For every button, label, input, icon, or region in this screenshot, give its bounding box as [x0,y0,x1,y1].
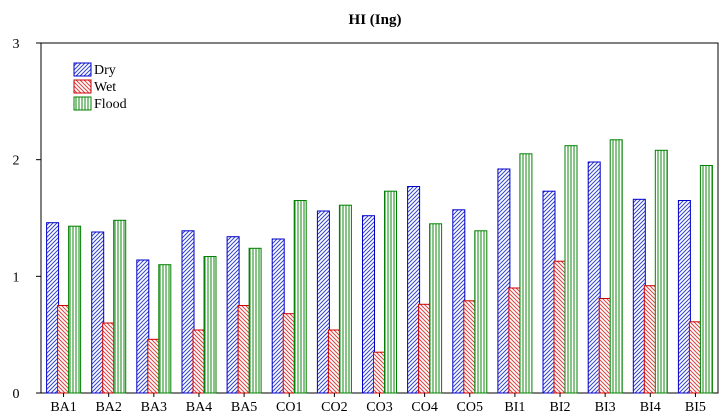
bar-dry-ba4 [181,230,195,394]
bar-flood-co2 [338,204,352,394]
bar-wet-ba4 [192,329,206,394]
bar-dry-co3 [362,215,375,394]
bar-wet-ba1 [57,305,71,394]
x-tick-label: BI4 [640,400,661,412]
bar-flood-ba2 [113,219,127,394]
y-tick-label: 2 [13,154,20,169]
bar-flood-co4 [429,223,443,394]
bar-dry-bi5 [677,200,691,394]
bar-dry-bi4 [632,198,646,394]
bar-flood-ba3 [158,264,172,394]
bar-dry-ba2 [91,231,105,394]
y-tick-label: 0 [13,387,20,402]
chart-title: HI (Ing) [349,12,402,28]
x-tick-label: BI3 [595,400,616,412]
x-tick-label: CO5 [457,400,483,412]
legend-label-flood: Flood [94,97,127,112]
legend: Dry Wet Flood [73,62,127,112]
bar-dry-bi2 [542,190,556,394]
x-tick-label: BA2 [95,400,121,412]
bar-wet-co5 [463,300,477,394]
bar-dry-ba5 [226,236,240,394]
bar-flood-co5 [474,230,488,394]
bar-flood-ba5 [248,247,262,394]
legend-swatch-flood [73,96,92,111]
bar-wet-ba5 [237,305,251,394]
bar-wet-bi1 [508,287,522,394]
bar-wet-ba2 [102,322,116,394]
bar-wet-co2 [327,329,341,394]
bar-flood-bi3 [609,139,623,394]
x-tick-label: BI5 [685,400,706,412]
bar-wet-bi4 [643,285,657,394]
bar-flood-bi2 [564,145,578,394]
bar-dry-co5 [452,209,466,394]
x-tick-label: BI2 [550,400,571,412]
x-tick-label: BI1 [504,400,525,412]
bar-flood-ba4 [203,256,217,394]
legend-label-dry: Dry [94,63,116,78]
bar-flood-co3 [384,190,397,394]
y-tick-label: 1 [13,270,20,285]
bar-dry-co1 [271,238,285,394]
x-tick-label: CO3 [366,400,392,412]
bar-wet-bi5 [688,321,702,394]
bar-flood-bi5 [699,165,713,394]
bar-dry-ba3 [136,259,150,394]
bar-wet-co3 [373,351,386,394]
bar-flood-ba1 [68,225,82,394]
x-tick-label: CO2 [321,400,347,412]
bar-dry-ba1 [46,222,60,394]
bar-flood-bi4 [654,149,668,394]
x-tick-label: BA1 [50,400,76,412]
y-tick-label: 3 [13,37,20,52]
bar-wet-bi2 [553,260,567,394]
bar-dry-bi1 [497,168,511,394]
bar-wet-co1 [282,313,296,394]
bar-wet-co4 [418,303,432,394]
plot-area: 0 1 2 3 BA1 BA2 BA3 BA4 BA5 CO1 CO2 CO3 CO4 CO5 BI1 BI2… [13,37,719,412]
legend-label-wet: Wet [94,80,116,95]
x-tick-label: BA4 [186,400,212,412]
bar-flood-bi1 [519,153,533,394]
x-tick-label: BA3 [141,400,167,412]
bar-wet-ba3 [147,338,161,394]
bar-wet-bi3 [598,298,612,394]
bar-dry-co2 [316,210,330,394]
bar-flood-co1 [293,200,307,394]
legend-swatch-wet [73,79,92,94]
legend-swatch-dry [73,62,92,77]
x-tick-label: CO4 [411,400,437,412]
bar-dry-co4 [407,186,421,394]
x-tick-label: BA5 [231,400,257,412]
x-tick-label: CO1 [276,400,302,412]
bar-dry-bi3 [587,161,601,394]
